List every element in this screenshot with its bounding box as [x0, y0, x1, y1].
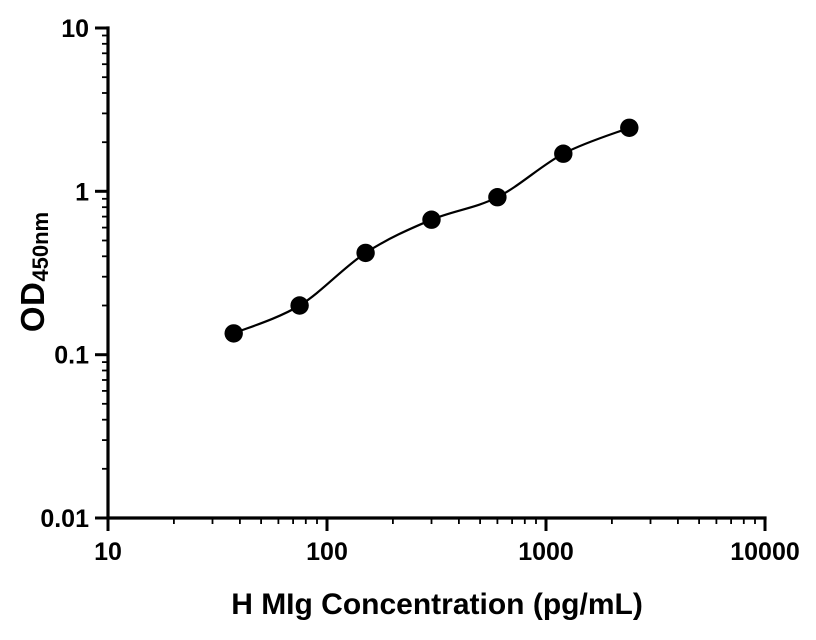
x-tick-label: 1000 — [518, 538, 574, 566]
x-tick-label: 10 — [94, 538, 122, 566]
x-tick-label: 10000 — [730, 538, 800, 566]
data-point-marker — [356, 243, 375, 263]
y-tick-label: 0.1 — [54, 342, 89, 370]
x-axis-label: H MIg Concentration (pg/mL) — [231, 588, 643, 621]
data-point-marker — [488, 188, 507, 207]
y-tick-label: 1 — [75, 178, 89, 206]
data-point-marker — [422, 210, 441, 229]
y-tick-label: 10 — [61, 15, 89, 43]
y-tick-label: 0.01 — [40, 505, 89, 533]
y-axis-label-main: OD — [14, 281, 51, 333]
axes-spine — [106, 26, 767, 520]
data-point-marker — [290, 296, 309, 315]
x-tick-label: 100 — [306, 538, 348, 566]
data-point-marker — [224, 324, 243, 343]
data-point-marker — [620, 118, 639, 137]
y-axis-label: OD450nm — [14, 211, 53, 333]
data-point-marker — [554, 144, 573, 163]
y-axis-label-subscript: 450nm — [28, 211, 53, 282]
